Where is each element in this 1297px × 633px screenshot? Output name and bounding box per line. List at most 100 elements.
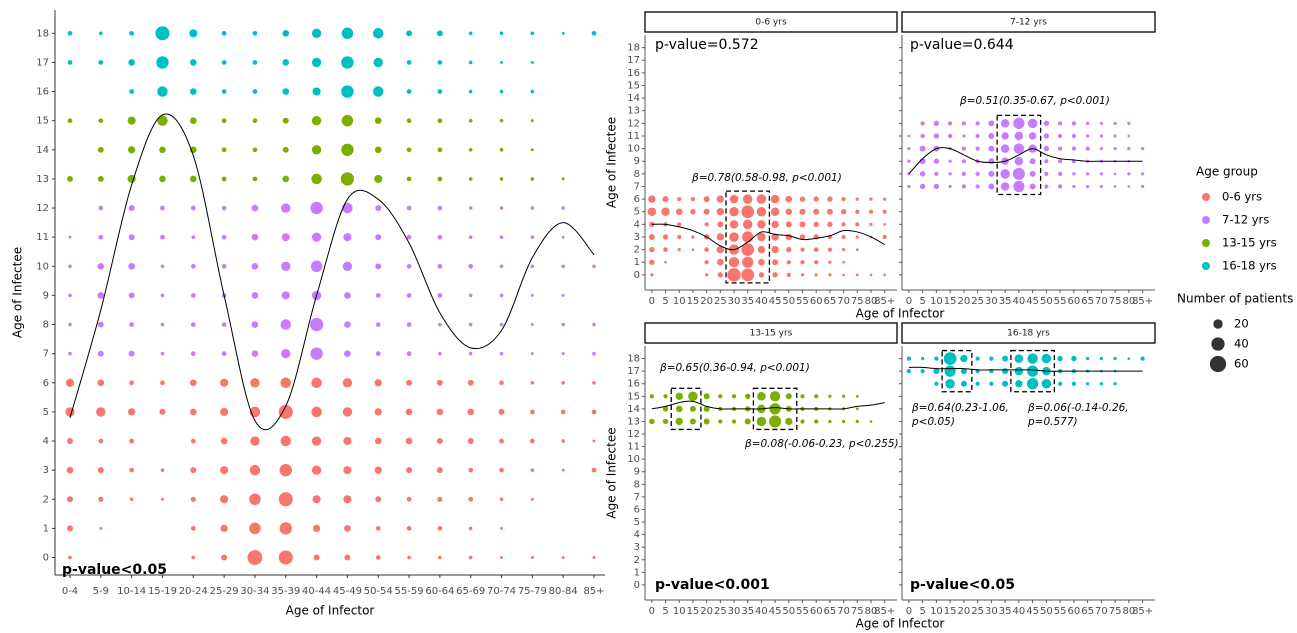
- trend-line: [651, 400, 885, 410]
- y-axis-title: Age of Infectee: [605, 427, 619, 518]
- y-axis-title: Age of Infectee: [605, 117, 619, 208]
- bubble: [1127, 146, 1131, 151]
- bubble: [406, 176, 412, 182]
- bubble: [530, 438, 535, 444]
- x-tick-label: 85+: [1132, 606, 1153, 617]
- bubble: [530, 556, 534, 560]
- bubble: [157, 115, 168, 126]
- y-tick-label: 17: [36, 57, 49, 68]
- bubble: [841, 394, 846, 398]
- bubble: [799, 221, 806, 228]
- bubble: [220, 378, 229, 387]
- bubble: [650, 273, 654, 277]
- bubble: [717, 221, 724, 228]
- bubble: [907, 159, 911, 163]
- x-tick-label: 20: [700, 296, 713, 307]
- bubble: [649, 246, 655, 253]
- bubble: [97, 379, 105, 387]
- bubble: [344, 350, 351, 357]
- bubble: [160, 293, 165, 298]
- bubble: [311, 465, 322, 475]
- bubble: [1113, 121, 1117, 126]
- bubble: [499, 147, 504, 152]
- bubble: [372, 86, 384, 97]
- bubble: [251, 262, 259, 270]
- bubble: [988, 183, 995, 190]
- bubble: [375, 526, 381, 531]
- bubble: [1014, 366, 1024, 376]
- highlight-box: [996, 114, 1042, 196]
- bubble: [1013, 180, 1025, 193]
- bubble: [68, 293, 72, 298]
- bubble: [975, 133, 980, 139]
- bubble: [97, 292, 105, 299]
- bubble: [786, 246, 792, 253]
- bubble: [920, 133, 925, 139]
- x-tick-label: 0: [906, 296, 912, 307]
- legend-swatch: [1202, 193, 1210, 201]
- bubble: [961, 159, 966, 164]
- bubble: [769, 415, 782, 428]
- size-legend-title: Number of patients: [1177, 292, 1293, 306]
- bubble: [1140, 184, 1145, 189]
- bubble: [799, 234, 806, 240]
- bubble: [1000, 119, 1010, 128]
- bubble: [883, 197, 887, 201]
- bubble: [675, 208, 683, 216]
- bubble: [279, 522, 292, 535]
- bubble: [869, 197, 873, 201]
- bubble: [961, 146, 966, 151]
- x-tick-label: 25: [971, 296, 984, 307]
- bubble: [343, 233, 352, 242]
- bubble: [841, 419, 846, 424]
- bubble: [731, 419, 737, 424]
- bubble: [1014, 156, 1024, 166]
- y-tick-label: 1: [634, 567, 640, 578]
- bubble: [814, 260, 819, 265]
- bubble: [744, 418, 751, 425]
- bubble: [468, 526, 473, 531]
- bubble: [840, 209, 847, 215]
- bubble: [190, 438, 196, 444]
- bubble: [312, 495, 321, 504]
- bubble: [159, 408, 166, 415]
- bubble: [160, 468, 165, 472]
- bubble: [934, 356, 939, 361]
- bubble: [252, 60, 258, 65]
- bubble: [1043, 133, 1050, 139]
- bubble: [96, 407, 106, 417]
- y-tick-label: 2: [634, 245, 640, 256]
- bubble: [703, 405, 710, 412]
- bubble: [281, 291, 290, 300]
- bubble: [756, 206, 767, 217]
- bubble: [311, 115, 322, 126]
- bubble: [221, 205, 227, 211]
- bubble: [468, 351, 473, 356]
- bubble: [855, 248, 859, 251]
- bubble: [129, 30, 134, 36]
- bubble: [663, 247, 668, 252]
- bubble: [499, 264, 504, 269]
- x-tick-label: 15: [687, 296, 700, 307]
- x-tick-label: 55: [796, 606, 809, 617]
- bubble: [342, 378, 353, 388]
- p-value: p-value=0.644: [910, 37, 1014, 53]
- bubble: [718, 419, 723, 424]
- bubble: [757, 220, 766, 229]
- bubble: [374, 379, 382, 387]
- bubble: [437, 293, 443, 298]
- y-tick-label: 6: [43, 378, 49, 389]
- bubble: [960, 368, 967, 375]
- bubble: [1113, 185, 1117, 188]
- bubble: [826, 208, 833, 215]
- x-tick-label: 0: [649, 606, 655, 617]
- bubble: [813, 208, 820, 215]
- bubble: [499, 31, 504, 36]
- bubble: [786, 272, 791, 277]
- bubble: [677, 196, 682, 202]
- bubble: [311, 232, 322, 242]
- x-tick-label: 75: [1109, 606, 1122, 617]
- bubble: [689, 418, 696, 425]
- bubble: [530, 89, 535, 94]
